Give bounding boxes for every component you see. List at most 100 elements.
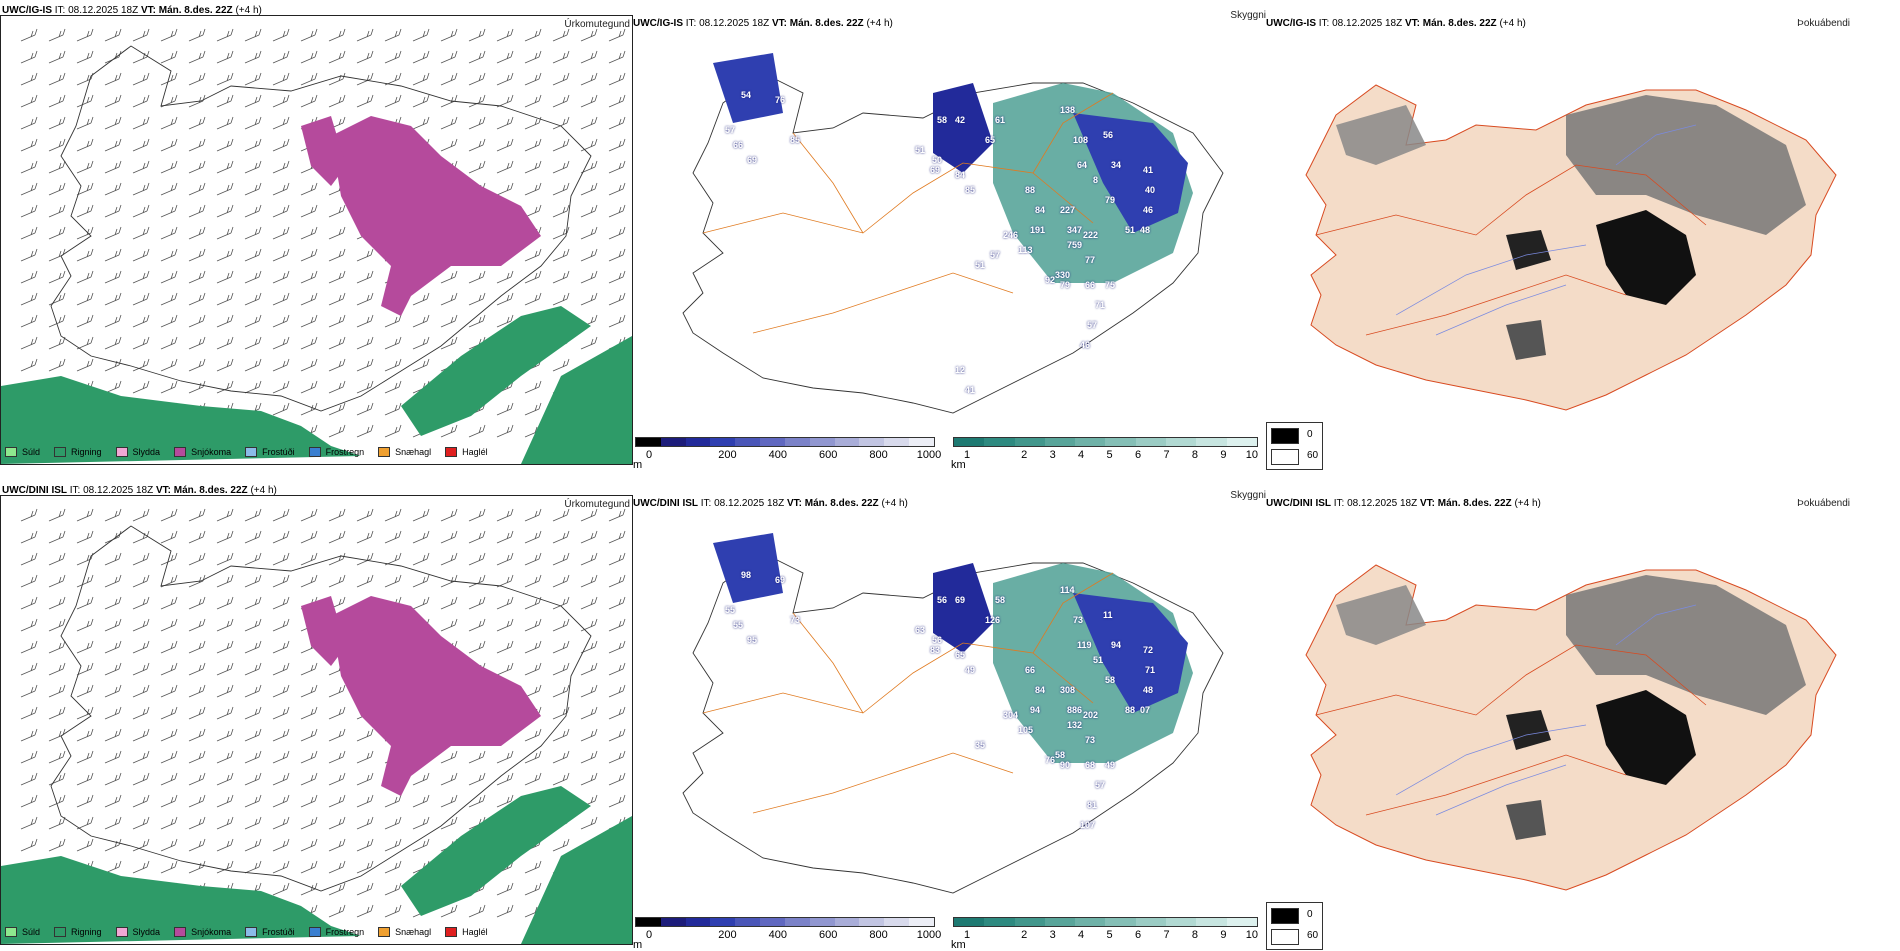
colorbar-step bbox=[859, 438, 885, 446]
wind-barb bbox=[412, 574, 430, 588]
wind-barb bbox=[552, 684, 570, 698]
colorbar-step bbox=[735, 438, 761, 446]
wind-barb bbox=[496, 904, 514, 918]
wind-barb bbox=[76, 94, 94, 108]
wind-barb bbox=[440, 816, 458, 830]
vt-label: VT: bbox=[140, 5, 156, 16]
colorbar-step bbox=[984, 918, 1015, 926]
wind-barb bbox=[244, 618, 262, 632]
wind-barb bbox=[468, 270, 486, 284]
wind-barb bbox=[160, 380, 178, 394]
wind-barb bbox=[48, 94, 66, 108]
colorbar-tick: 400 bbox=[768, 929, 787, 941]
wind-barb bbox=[552, 358, 570, 372]
wind-barb bbox=[496, 116, 514, 130]
wind-barb bbox=[216, 640, 234, 654]
fog-legend-label: 0 bbox=[1307, 429, 1313, 440]
snow-depth-label: 94 bbox=[1030, 705, 1041, 715]
legend-swatch bbox=[5, 447, 17, 457]
wind-barb bbox=[216, 336, 234, 350]
wind-barb bbox=[272, 882, 290, 896]
wind-barb bbox=[76, 618, 94, 632]
wind-barb bbox=[272, 116, 290, 130]
wind-barb bbox=[440, 750, 458, 764]
wind-barb bbox=[160, 28, 178, 42]
wind-barb bbox=[244, 248, 262, 262]
wind-barb bbox=[356, 530, 374, 544]
wind-barb bbox=[76, 684, 94, 698]
wind-barb bbox=[468, 530, 486, 544]
wind-barb bbox=[552, 226, 570, 240]
wind-barb bbox=[48, 292, 66, 306]
snow-depth-label: 119 bbox=[1077, 640, 1092, 650]
colorbar-tick: 8 bbox=[1191, 929, 1199, 941]
colorbar-unit: km bbox=[951, 459, 966, 471]
wind-barb bbox=[412, 816, 430, 830]
wind-barb bbox=[580, 662, 598, 676]
fog-grey-area-3 bbox=[1506, 230, 1551, 270]
rain-area-corner bbox=[521, 816, 632, 944]
wind-barb bbox=[440, 292, 458, 306]
wind-barb bbox=[356, 816, 374, 830]
wind-barb bbox=[580, 28, 598, 42]
snow-depth-label: 69 bbox=[747, 155, 758, 165]
wind-barb bbox=[300, 750, 318, 764]
wind-barb bbox=[272, 160, 290, 174]
vt-label: VT: bbox=[1419, 498, 1435, 509]
wind-barb bbox=[412, 94, 430, 108]
wind-barb bbox=[608, 314, 626, 328]
wind-barb bbox=[608, 640, 626, 654]
wind-barb bbox=[48, 50, 66, 64]
wind-barb bbox=[468, 794, 486, 808]
model-name: UWC/IG-IS bbox=[633, 18, 683, 29]
wind-barb bbox=[440, 28, 458, 42]
wind-barb bbox=[132, 50, 150, 64]
legend-swatch bbox=[54, 927, 67, 937]
wind-barb bbox=[300, 574, 318, 588]
wind-barb bbox=[412, 314, 430, 328]
snow-area-2 bbox=[301, 116, 346, 186]
wind-barb bbox=[76, 838, 94, 852]
snow-depth-label: 50 bbox=[932, 155, 943, 165]
wind-barb bbox=[160, 270, 178, 284]
wind-barb bbox=[440, 772, 458, 786]
wind-barb bbox=[580, 618, 598, 632]
precip-panel: Úrkomutegund Súld Rigning Slydda Snjókoma Fr… bbox=[0, 15, 633, 465]
wind-barb bbox=[384, 574, 402, 588]
wind-barb bbox=[356, 574, 374, 588]
wind-barb bbox=[76, 728, 94, 742]
colorbar-step bbox=[809, 918, 835, 926]
snow-depth-label: 79 bbox=[1060, 280, 1071, 290]
wind-barb bbox=[160, 50, 178, 64]
snow-depth-label: 55 bbox=[725, 605, 736, 615]
wind-barb bbox=[328, 574, 346, 588]
legend-item-haglél: Haglél bbox=[445, 927, 488, 937]
wind-barb bbox=[496, 182, 514, 196]
snow-depth-label: 49 bbox=[965, 665, 976, 675]
legend-swatch bbox=[245, 447, 258, 457]
fog-map bbox=[1305, 564, 1837, 891]
snow-depth-area-3 bbox=[713, 533, 783, 603]
legend-swatch bbox=[115, 927, 128, 937]
wind-barb bbox=[580, 772, 598, 786]
colorbar-step bbox=[760, 438, 785, 446]
snow-depth-label: 35 bbox=[975, 740, 986, 750]
wind-barb bbox=[216, 314, 234, 328]
legend-swatch bbox=[445, 927, 458, 937]
legend-item-súld: Súld bbox=[5, 447, 40, 457]
wind-barb bbox=[496, 50, 514, 64]
wind-barb bbox=[104, 226, 122, 240]
wind-barb bbox=[356, 750, 374, 764]
wind-barb bbox=[580, 270, 598, 284]
wind-barb bbox=[216, 772, 234, 786]
wind-barb bbox=[76, 336, 94, 350]
wind-barb bbox=[160, 182, 178, 196]
wind-barb bbox=[272, 816, 290, 830]
wind-barb bbox=[272, 574, 290, 588]
wind-barb bbox=[20, 574, 38, 588]
wind-barb bbox=[552, 662, 570, 676]
wind-barb bbox=[20, 248, 38, 262]
wind-barb bbox=[272, 292, 290, 306]
wind-barb bbox=[524, 248, 542, 262]
wind-barb bbox=[216, 182, 234, 196]
